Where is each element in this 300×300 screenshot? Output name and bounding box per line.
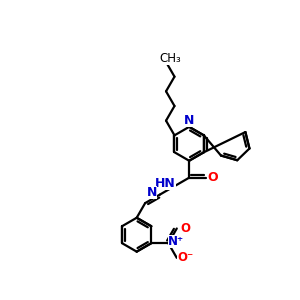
Text: N: N <box>147 186 157 199</box>
Text: N: N <box>184 114 194 127</box>
Text: N⁺: N⁺ <box>168 235 184 248</box>
Text: O: O <box>180 222 190 235</box>
Text: O⁻: O⁻ <box>177 251 194 264</box>
Text: HN: HN <box>155 177 176 190</box>
Text: CH₃: CH₃ <box>159 52 181 64</box>
Text: O: O <box>208 171 218 184</box>
